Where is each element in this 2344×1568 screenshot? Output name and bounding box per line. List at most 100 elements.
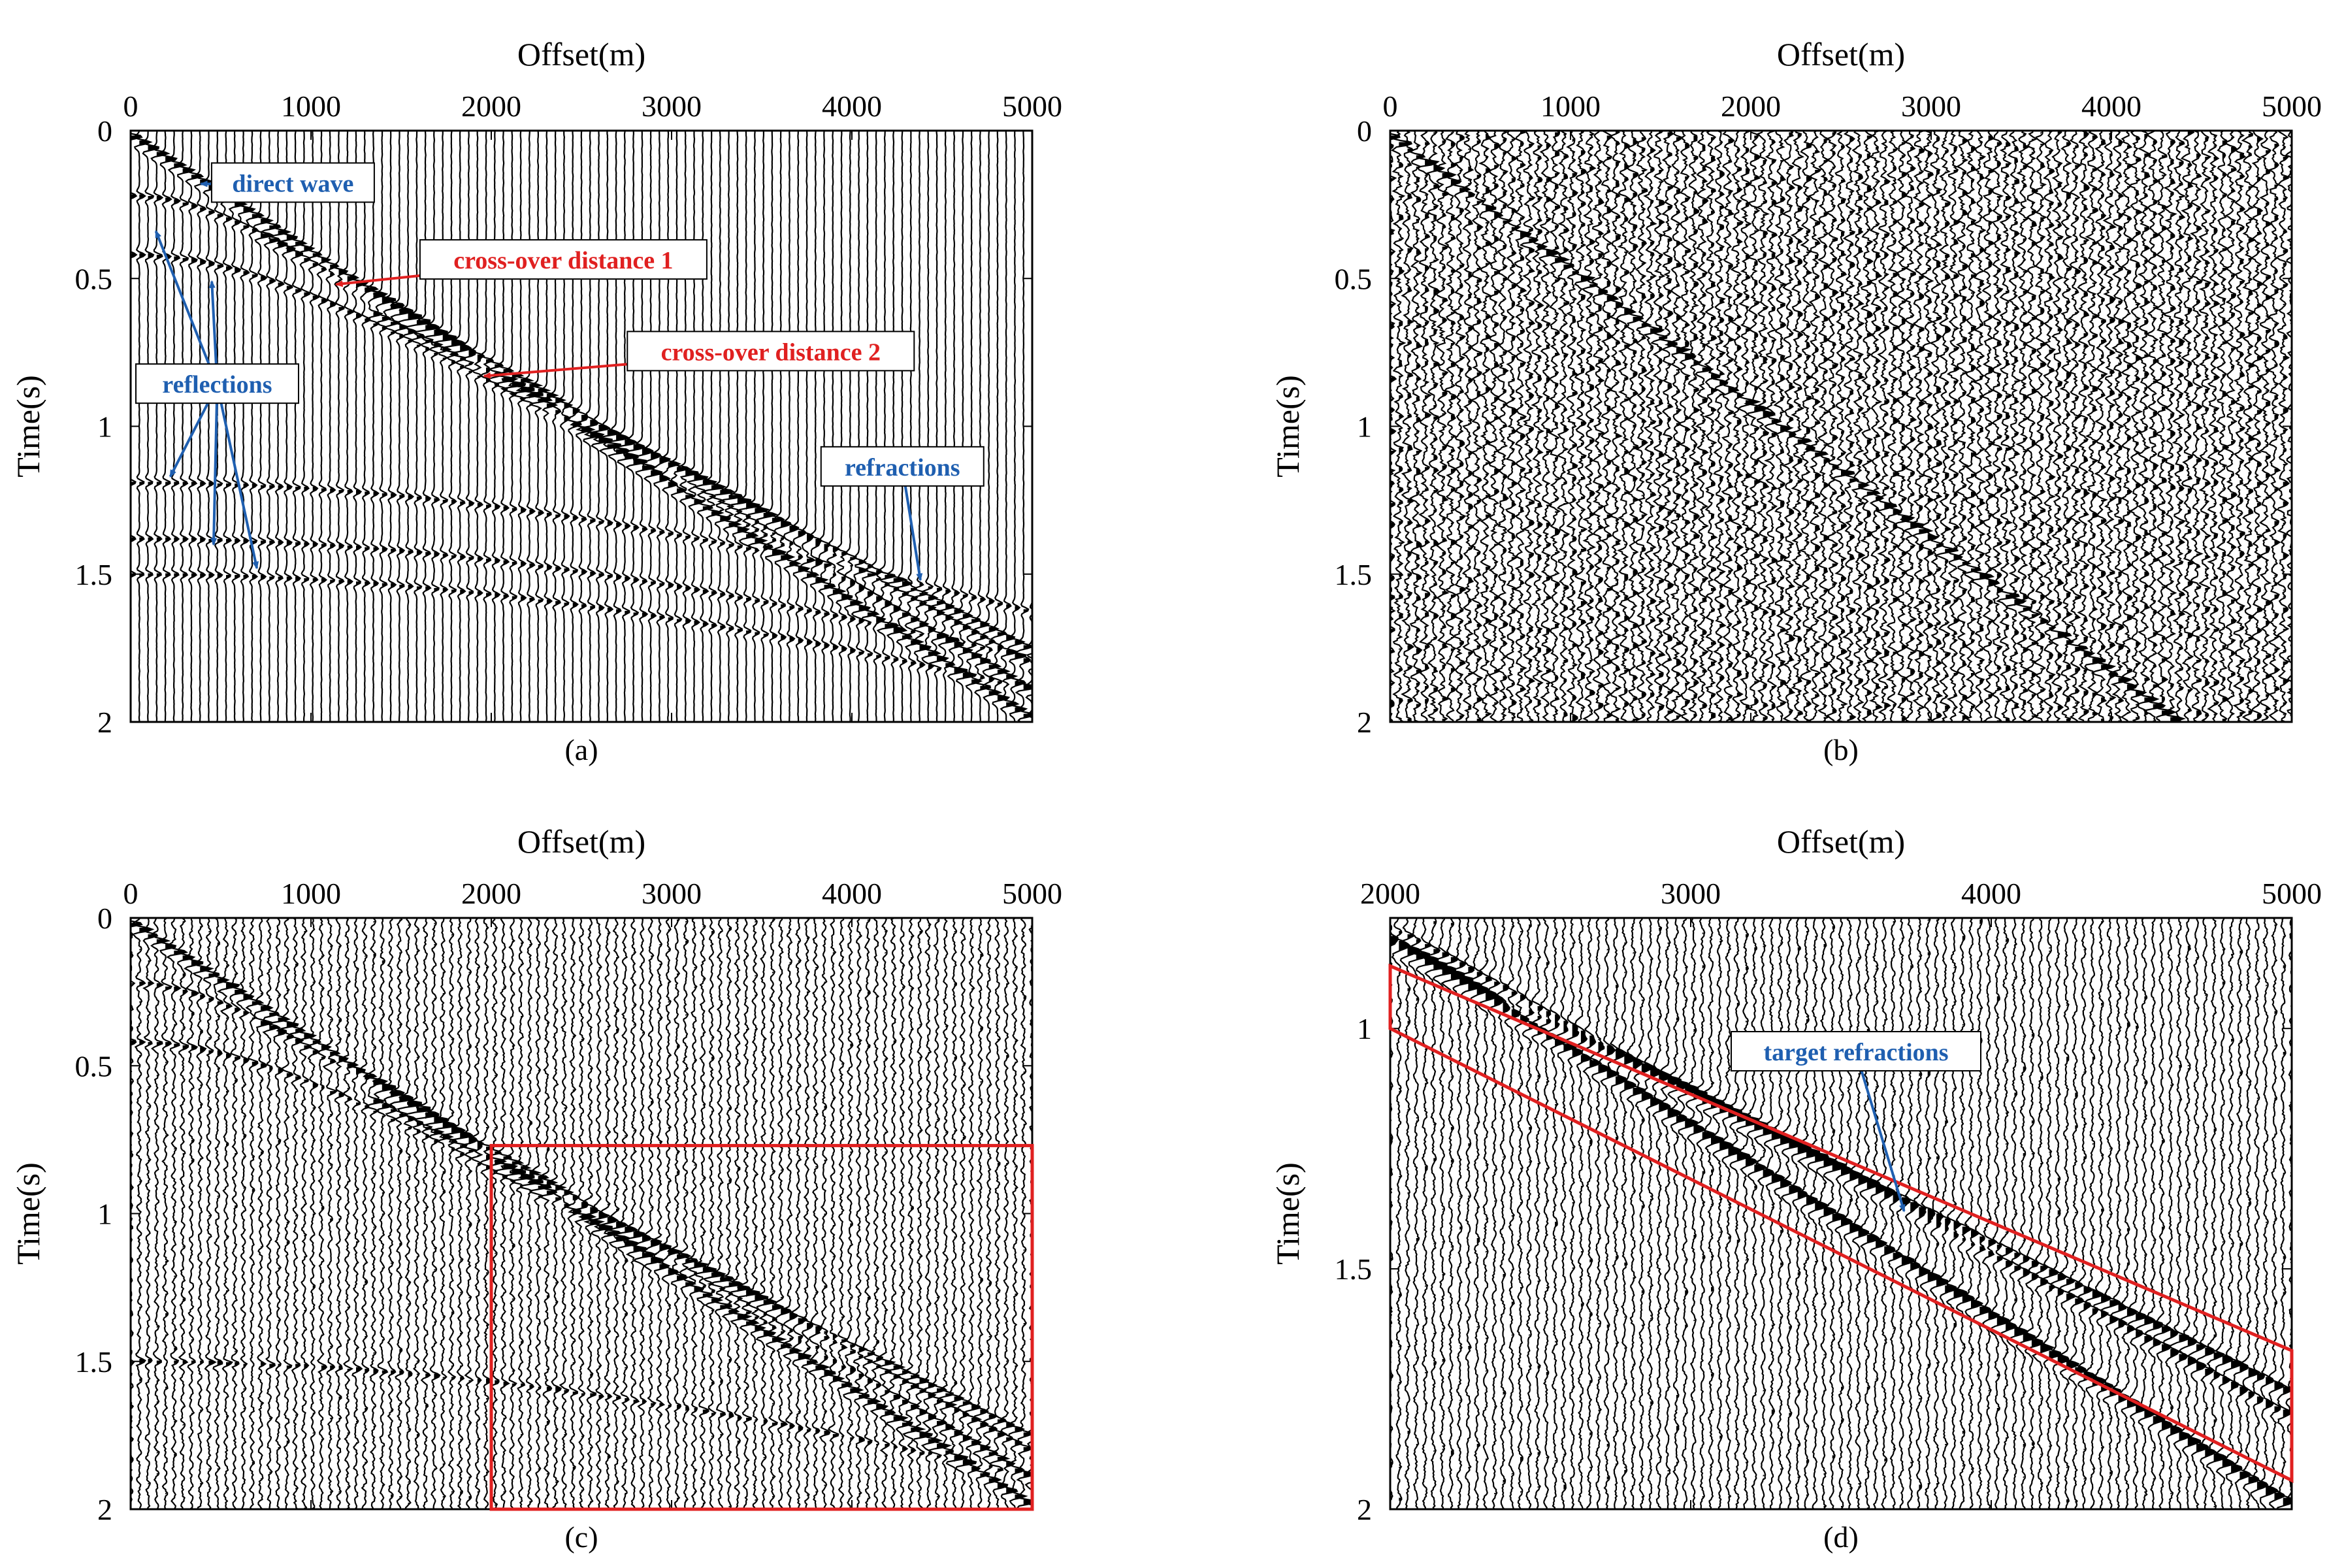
trace-fill <box>737 990 751 1444</box>
annotation: cross-over distance 2 <box>482 331 915 379</box>
trace <box>800 131 820 722</box>
trace-fill <box>1815 936 1829 1296</box>
trace-fill <box>1023 996 1032 1506</box>
trace <box>593 918 623 1509</box>
trace <box>1850 918 1871 1509</box>
trace <box>287 918 306 1509</box>
y-tick-label: 0.5 <box>1335 262 1373 295</box>
trace <box>632 131 658 722</box>
trace <box>1875 131 1898 722</box>
trace <box>633 918 658 1509</box>
trace <box>988 918 1011 1509</box>
trace <box>1667 918 1691 1509</box>
trace <box>836 918 853 1509</box>
trace <box>818 131 836 722</box>
trace-fill <box>1633 139 1643 721</box>
trace <box>755 918 779 1509</box>
trace <box>1720 918 1742 1509</box>
trace <box>1859 918 1880 1509</box>
trace-fill <box>598 425 612 611</box>
trace <box>1763 131 1782 722</box>
trace-fill <box>1702 932 1716 1498</box>
trace-fill <box>2283 137 2289 722</box>
trace <box>2014 131 2032 722</box>
trace <box>685 918 709 1509</box>
trace <box>2215 131 2230 722</box>
trace-fill <box>1468 148 1474 711</box>
trace <box>666 918 692 1509</box>
trace <box>955 131 977 722</box>
trace-fill <box>1945 1000 1957 1446</box>
trace <box>1426 131 1446 722</box>
trace <box>1868 131 1885 722</box>
trace <box>1660 131 1678 722</box>
y-tick-label: 1 <box>97 1198 112 1231</box>
trace <box>2206 918 2228 1509</box>
x-tick-label: 3000 <box>642 90 702 123</box>
trace <box>570 131 596 722</box>
trace <box>578 918 606 1509</box>
y-tick-label: 0.5 <box>75 262 113 295</box>
trace <box>2169 918 2191 1509</box>
trace-fill <box>1927 134 1938 721</box>
x-tick-label: 4000 <box>2081 90 2141 123</box>
trace-fill <box>1927 919 1941 1485</box>
trace <box>357 131 380 722</box>
trace <box>509 918 535 1509</box>
trace-fill <box>226 965 240 1490</box>
trace <box>382 131 405 722</box>
trace-fill <box>1971 147 1981 709</box>
trace-fill <box>2213 135 2219 715</box>
trace <box>1599 918 1620 1509</box>
y-tick-label: 2 <box>1357 706 1372 739</box>
trace <box>276 918 299 1509</box>
trace-fill <box>858 560 870 655</box>
trace <box>1789 918 1812 1509</box>
trace-fill <box>1468 938 1482 1469</box>
trace-fill <box>2162 155 2175 715</box>
trace <box>2178 918 2202 1509</box>
trace-fill <box>850 557 862 653</box>
trace-fill <box>1459 962 1473 1401</box>
trace <box>536 131 559 722</box>
trace <box>1450 918 1474 1509</box>
trace-fill <box>529 944 543 1503</box>
trace <box>702 918 726 1509</box>
trace <box>1737 131 1761 722</box>
trace <box>355 918 378 1509</box>
trace-fill <box>694 967 708 1493</box>
x-tick-label: 0 <box>123 877 138 910</box>
trace <box>928 131 950 722</box>
trace <box>314 131 332 722</box>
trace <box>945 918 969 1509</box>
trace <box>2258 131 2273 722</box>
trace <box>1623 918 1646 1509</box>
trace-fill <box>208 931 220 1470</box>
trace <box>493 918 519 1509</box>
trace <box>485 918 507 1509</box>
trace <box>623 918 648 1509</box>
trace <box>1443 131 1462 722</box>
trace-fill <box>711 485 725 629</box>
trace-fill <box>1476 135 1484 722</box>
trace <box>1729 131 1745 722</box>
trace <box>185 131 204 722</box>
annotation: target refractions <box>1731 1031 1981 1213</box>
trace-fill <box>954 591 967 675</box>
trace-fill <box>399 308 413 588</box>
trace <box>1659 918 1682 1509</box>
trace <box>268 918 291 1509</box>
trace <box>413 131 440 722</box>
trace <box>745 131 770 722</box>
trace-fill <box>1659 131 1667 711</box>
trace <box>2241 131 2256 722</box>
trace-fill <box>616 434 630 614</box>
y-axis-label: Time(s) <box>10 375 46 478</box>
trace <box>228 131 248 722</box>
wiggle-traces <box>131 131 1032 722</box>
trace <box>389 918 414 1509</box>
trace-fill <box>1719 142 1728 714</box>
trace-fill <box>1806 144 1815 722</box>
trace-fill <box>2162 1024 2172 1467</box>
trace-fill <box>1711 137 1720 719</box>
